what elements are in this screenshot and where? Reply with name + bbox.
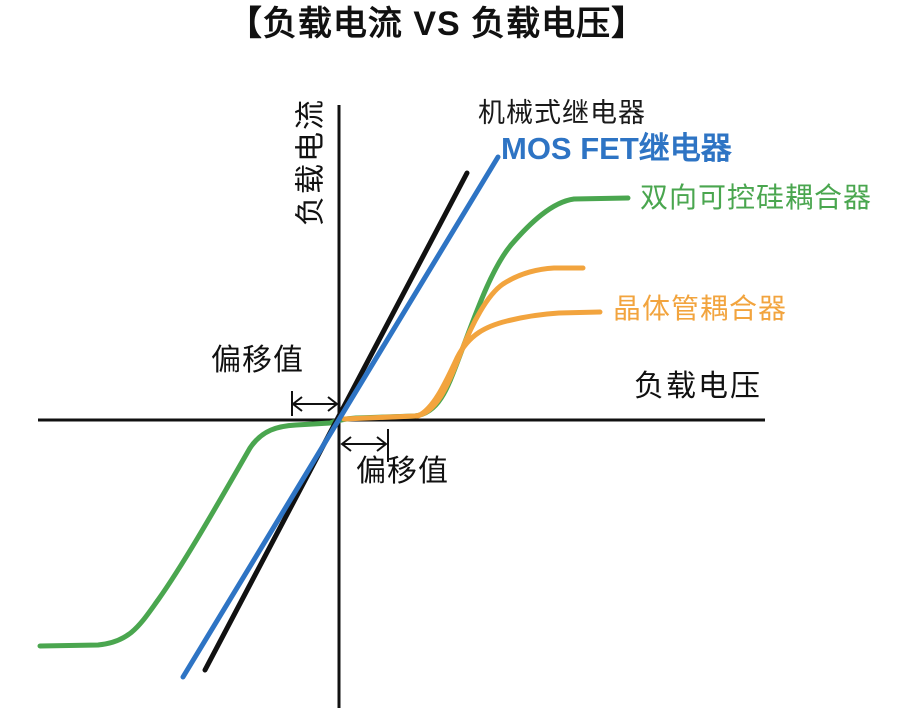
chart-title: 【负载电流 VS 负载电压】 xyxy=(227,5,647,43)
mosfet-relay-line xyxy=(180,154,501,680)
offset-right-arrow xyxy=(340,429,389,462)
transistor-coupler-curve-lower xyxy=(415,309,603,419)
legend-transistor-coupler: 晶体管耦合器 xyxy=(613,293,788,324)
y-axis-label: 负载电流 xyxy=(294,98,328,226)
legend-mosfet-relay: MOS FET继电器 xyxy=(501,131,732,166)
offset-value-label-left: 偏移值 xyxy=(211,344,304,377)
legend-mechanical-relay: 机械式继电器 xyxy=(478,98,646,128)
offset-value-label-right: 偏移值 xyxy=(356,455,449,488)
offset-left-arrow xyxy=(291,391,339,416)
xy-axes xyxy=(38,105,765,708)
legend-triac-coupler: 双向可控硅耦合器 xyxy=(640,182,873,213)
transistor-coupler-curve-upper xyxy=(341,265,586,422)
x-axis-label: 负载电压 xyxy=(634,370,762,403)
